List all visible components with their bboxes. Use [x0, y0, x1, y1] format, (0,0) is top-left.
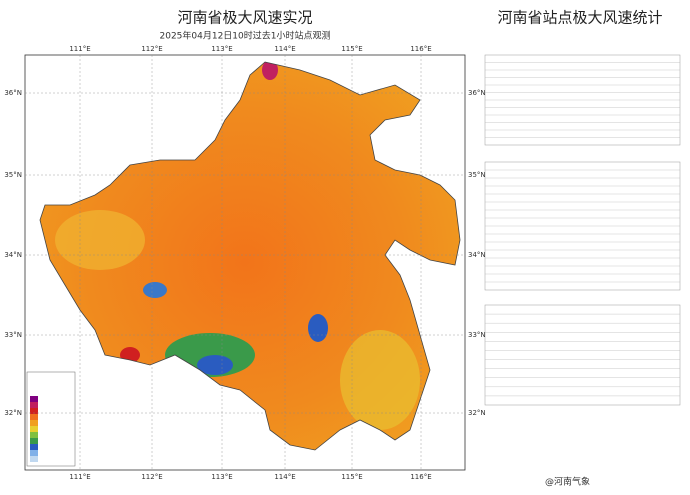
- lon-label-bottom: 113°E: [211, 473, 232, 481]
- map-title: 河南省极大风速实况: [177, 9, 312, 27]
- lat-label-left: 36°N: [4, 89, 22, 97]
- lon-label-top: 115°E: [341, 45, 362, 53]
- lat-label-left: 33°N: [4, 331, 22, 339]
- lat-label-left: 32°N: [4, 409, 22, 417]
- lon-label-top: 112°E: [141, 45, 162, 53]
- lon-label-bottom: 112°E: [141, 473, 162, 481]
- legend: [26, 371, 76, 467]
- lat-label-right: 36°N: [468, 89, 486, 97]
- lon-label-bottom: 116°E: [410, 473, 431, 481]
- lon-label-top: 114°E: [274, 45, 295, 53]
- lat-label-right: 32°N: [468, 409, 486, 417]
- lat-label-right: 33°N: [468, 331, 486, 339]
- lon-label-top: 113°E: [211, 45, 232, 53]
- lat-label-right: 34°N: [468, 251, 486, 259]
- stats-title: 河南省站点极大风速统计: [497, 9, 662, 27]
- lat-label-right: 35°N: [468, 171, 486, 179]
- lon-label-top: 111°E: [69, 45, 90, 53]
- lon-label-bottom: 115°E: [341, 473, 362, 481]
- watermark: @河南气象: [545, 476, 590, 488]
- lon-label-top: 116°E: [410, 45, 431, 53]
- map-subtitle: 2025年04月12日10时过去1小时站点观测: [160, 30, 331, 42]
- lat-label-left: 34°N: [4, 251, 22, 259]
- lon-label-bottom: 111°E: [69, 473, 90, 481]
- lon-label-bottom: 114°E: [274, 473, 295, 481]
- lat-label-left: 35°N: [4, 171, 22, 179]
